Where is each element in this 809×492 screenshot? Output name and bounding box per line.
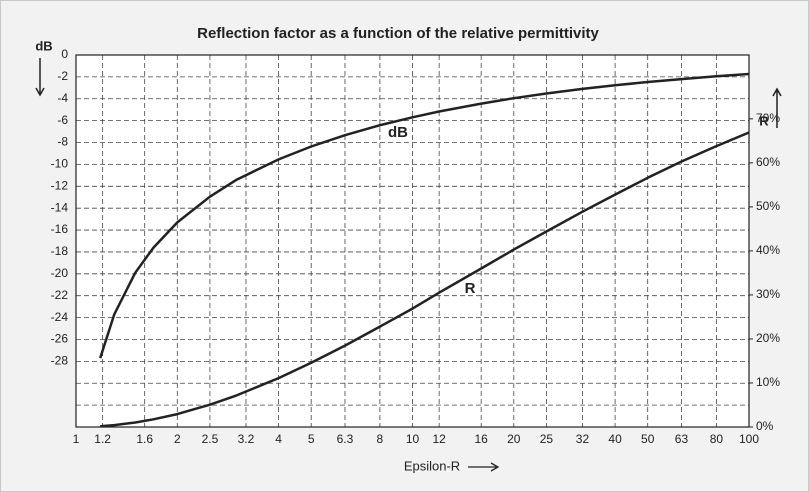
y2-tick-label: 50% <box>756 199 780 213</box>
x-tick-label: 5 <box>308 432 315 446</box>
x-tick-label: 2.5 <box>202 432 219 446</box>
y2-arrow <box>772 87 782 128</box>
x-tick-label: 40 <box>608 432 622 446</box>
x-tick-label: 6.3 <box>337 432 354 446</box>
y-tick-label: -2 <box>57 69 68 83</box>
y-axis-label: dB <box>35 38 52 53</box>
y-tick-label: -4 <box>57 91 68 105</box>
y-tick-label: -28 <box>51 354 69 368</box>
y-tick-label: 0 <box>61 47 68 61</box>
x-tick-label: 25 <box>540 432 554 446</box>
x-tick-label: 32 <box>576 432 590 446</box>
y-tick-label: -16 <box>51 222 69 236</box>
x-tick-label: 50 <box>641 432 655 446</box>
y2-tick-label: 70% <box>756 111 780 125</box>
y2-tick-label: 40% <box>756 243 780 257</box>
y2-tick-label: 0% <box>756 419 774 433</box>
x-tick-label: 1.2 <box>94 432 111 446</box>
x-tick-label: 16 <box>475 432 489 446</box>
y2-axis-label: R <box>759 113 769 128</box>
x-tick-label: 8 <box>377 432 384 446</box>
x-tick-label: 3.2 <box>238 432 255 446</box>
x-tick-label: 20 <box>507 432 521 446</box>
series-label: dB <box>388 124 408 141</box>
y-tick-label: -20 <box>51 266 69 280</box>
x-tick-label: 12 <box>432 432 446 446</box>
y2-tick-label: 20% <box>756 331 780 345</box>
x-tick-label: 100 <box>739 432 759 446</box>
y-tick-label: -18 <box>51 244 69 258</box>
series-line <box>100 131 750 428</box>
y-tick-label: -12 <box>51 178 69 192</box>
y-arrow <box>35 58 45 97</box>
y-tick-label: -10 <box>51 157 69 171</box>
y-tick-label: -26 <box>51 332 69 346</box>
x-axis-label: Epsilon-R <box>404 458 460 473</box>
x-tick-label: 63 <box>675 432 689 446</box>
y-tick-label: -6 <box>57 113 68 127</box>
x-tick-label: 10 <box>406 432 420 446</box>
x-tick-label: 2 <box>174 432 181 446</box>
x-tick-label: 1 <box>73 432 80 446</box>
x-tick-label: 4 <box>275 432 282 446</box>
y-tick-label: -24 <box>51 310 69 324</box>
y-tick-label: -22 <box>51 288 69 302</box>
x-tick-label: 1.6 <box>136 432 153 446</box>
y2-tick-label: 30% <box>756 287 780 301</box>
chart-title: Reflection factor as a function of the r… <box>197 25 599 42</box>
y2-tick-label: 60% <box>756 155 780 169</box>
y2-tick-label: 10% <box>756 375 780 389</box>
y-tick-label: -14 <box>51 200 69 214</box>
plot-border <box>75 54 750 428</box>
x-tick-label: 80 <box>710 432 724 446</box>
x-arrow <box>468 462 500 472</box>
series-label: R <box>465 280 476 297</box>
series-line <box>99 72 750 359</box>
y-tick-label: -8 <box>57 135 68 149</box>
